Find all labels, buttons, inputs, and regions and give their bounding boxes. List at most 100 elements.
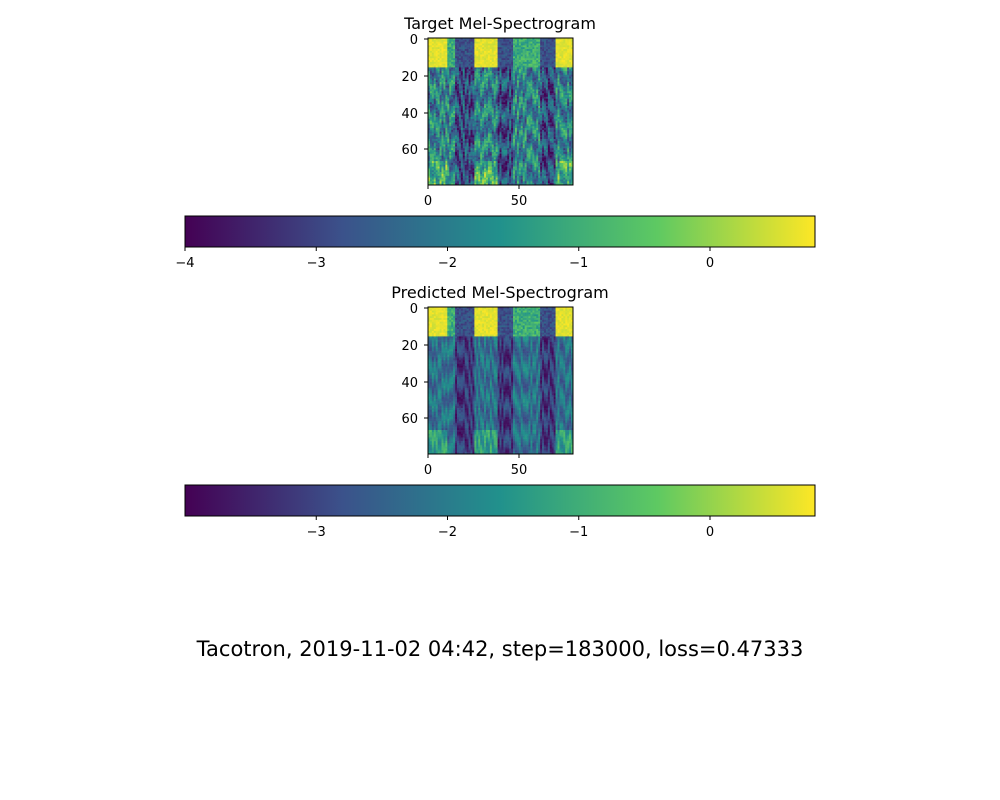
heatmap-cell bbox=[491, 56, 495, 59]
heatmap-cell bbox=[478, 115, 481, 118]
heatmap-cell bbox=[458, 107, 462, 110]
heatmap-cell bbox=[516, 89, 520, 92]
heatmap-cell bbox=[487, 146, 491, 149]
heatmap-cell bbox=[526, 63, 529, 66]
heatmap-cell bbox=[460, 105, 464, 109]
heatmap-cell bbox=[491, 164, 495, 167]
heatmap-cell bbox=[507, 139, 510, 142]
heatmap-cell bbox=[468, 98, 471, 101]
heatmap-cell bbox=[513, 117, 516, 120]
heatmap-cell bbox=[526, 117, 529, 120]
heatmap-cell bbox=[482, 71, 485, 74]
heatmap-cell bbox=[530, 72, 533, 76]
heatmap-cell bbox=[457, 100, 460, 103]
heatmap-cell bbox=[507, 87, 510, 90]
heatmap-cell bbox=[532, 151, 535, 155]
heatmap-cell bbox=[462, 133, 466, 136]
heatmap-cell bbox=[532, 98, 535, 101]
heatmap-cell bbox=[464, 133, 467, 136]
heatmap-cell bbox=[491, 128, 495, 131]
heatmap-cell bbox=[493, 45, 496, 48]
heatmap-cell bbox=[478, 142, 481, 145]
heatmap-cell bbox=[431, 129, 435, 133]
heatmap-cell bbox=[451, 118, 454, 121]
heatmap-cell bbox=[482, 170, 485, 173]
heatmap-cell bbox=[520, 76, 524, 79]
heatmap-cell bbox=[528, 159, 531, 162]
heatmap-cell bbox=[468, 87, 471, 90]
heatmap-cell bbox=[445, 135, 448, 138]
heatmap-cell bbox=[449, 85, 452, 88]
heatmap-cell bbox=[505, 102, 508, 105]
heatmap-cell bbox=[518, 172, 522, 175]
heatmap-cell bbox=[532, 133, 535, 136]
heatmap-cell bbox=[536, 72, 539, 76]
heatmap-cell bbox=[462, 49, 466, 52]
heatmap-cell bbox=[472, 120, 475, 123]
heatmap-cell bbox=[480, 98, 483, 101]
heatmap-cell bbox=[468, 111, 471, 114]
heatmap-cell bbox=[455, 43, 458, 46]
heatmap-cell bbox=[534, 58, 537, 61]
heatmap-cell bbox=[449, 142, 452, 145]
heatmap-cell bbox=[545, 58, 549, 61]
heatmap-cell bbox=[445, 111, 448, 114]
heatmap-cell bbox=[472, 157, 475, 160]
heatmap-cell bbox=[484, 93, 487, 96]
heatmap-cell bbox=[520, 124, 524, 127]
target-panel: Target Mel-Spectrogram 0 20 40 60 0 50 −… bbox=[175, 14, 816, 271]
heatmap-cell bbox=[505, 56, 508, 59]
heatmap-cell bbox=[501, 159, 504, 162]
heatmap-cell bbox=[530, 177, 533, 180]
heatmap-cell bbox=[443, 54, 446, 57]
heatmap-cell bbox=[453, 177, 456, 180]
heatmap-cell bbox=[460, 162, 464, 166]
heatmap-cell bbox=[532, 80, 535, 83]
heatmap-cell bbox=[464, 173, 467, 177]
heatmap-cell bbox=[540, 43, 543, 46]
heatmap-cell bbox=[534, 96, 537, 99]
heatmap-cell bbox=[443, 129, 446, 133]
heatmap-cell bbox=[466, 63, 469, 66]
heatmap-cell bbox=[528, 89, 531, 92]
heatmap-cell bbox=[476, 65, 479, 68]
heatmap-cell bbox=[453, 111, 456, 114]
heatmap-cell bbox=[455, 89, 458, 92]
heatmap-cell bbox=[528, 120, 531, 123]
heatmap-cell bbox=[520, 54, 524, 57]
heatmap-cell bbox=[462, 161, 466, 164]
heatmap-cell bbox=[428, 72, 431, 76]
heatmap-cell bbox=[457, 39, 460, 42]
heatmap-cell bbox=[435, 72, 438, 76]
heatmap-cell bbox=[437, 65, 440, 68]
heatmap-cell bbox=[476, 93, 479, 96]
heatmap-cell bbox=[468, 78, 471, 81]
heatmap-cell bbox=[507, 133, 510, 136]
heatmap-cell bbox=[447, 67, 450, 70]
heatmap-cell bbox=[516, 126, 520, 129]
heatmap-cell bbox=[545, 54, 549, 57]
heatmap-cell bbox=[536, 172, 539, 175]
heatmap-cell bbox=[487, 69, 491, 72]
heatmap-cell bbox=[499, 168, 502, 171]
heatmap-cell bbox=[458, 131, 462, 134]
heatmap-cell bbox=[476, 111, 479, 114]
heatmap-cell bbox=[453, 179, 456, 182]
heatmap-cell bbox=[455, 91, 458, 94]
heatmap-cell bbox=[499, 72, 502, 76]
heatmap-cell bbox=[507, 146, 510, 149]
heatmap-cell bbox=[530, 183, 533, 186]
heatmap-cell bbox=[507, 56, 510, 59]
heatmap-cell bbox=[499, 43, 502, 46]
heatmap-cell bbox=[542, 96, 545, 99]
heatmap-cell bbox=[509, 83, 512, 87]
heatmap-cell bbox=[445, 126, 448, 129]
heatmap-cell bbox=[522, 93, 525, 96]
heatmap-cell bbox=[437, 124, 440, 127]
heatmap-cell bbox=[449, 148, 452, 151]
heatmap-cell bbox=[497, 111, 500, 114]
heatmap-cell bbox=[524, 157, 527, 160]
heatmap-cell bbox=[480, 159, 483, 162]
heatmap-cell bbox=[513, 83, 516, 87]
heatmap-cell bbox=[515, 38, 518, 41]
